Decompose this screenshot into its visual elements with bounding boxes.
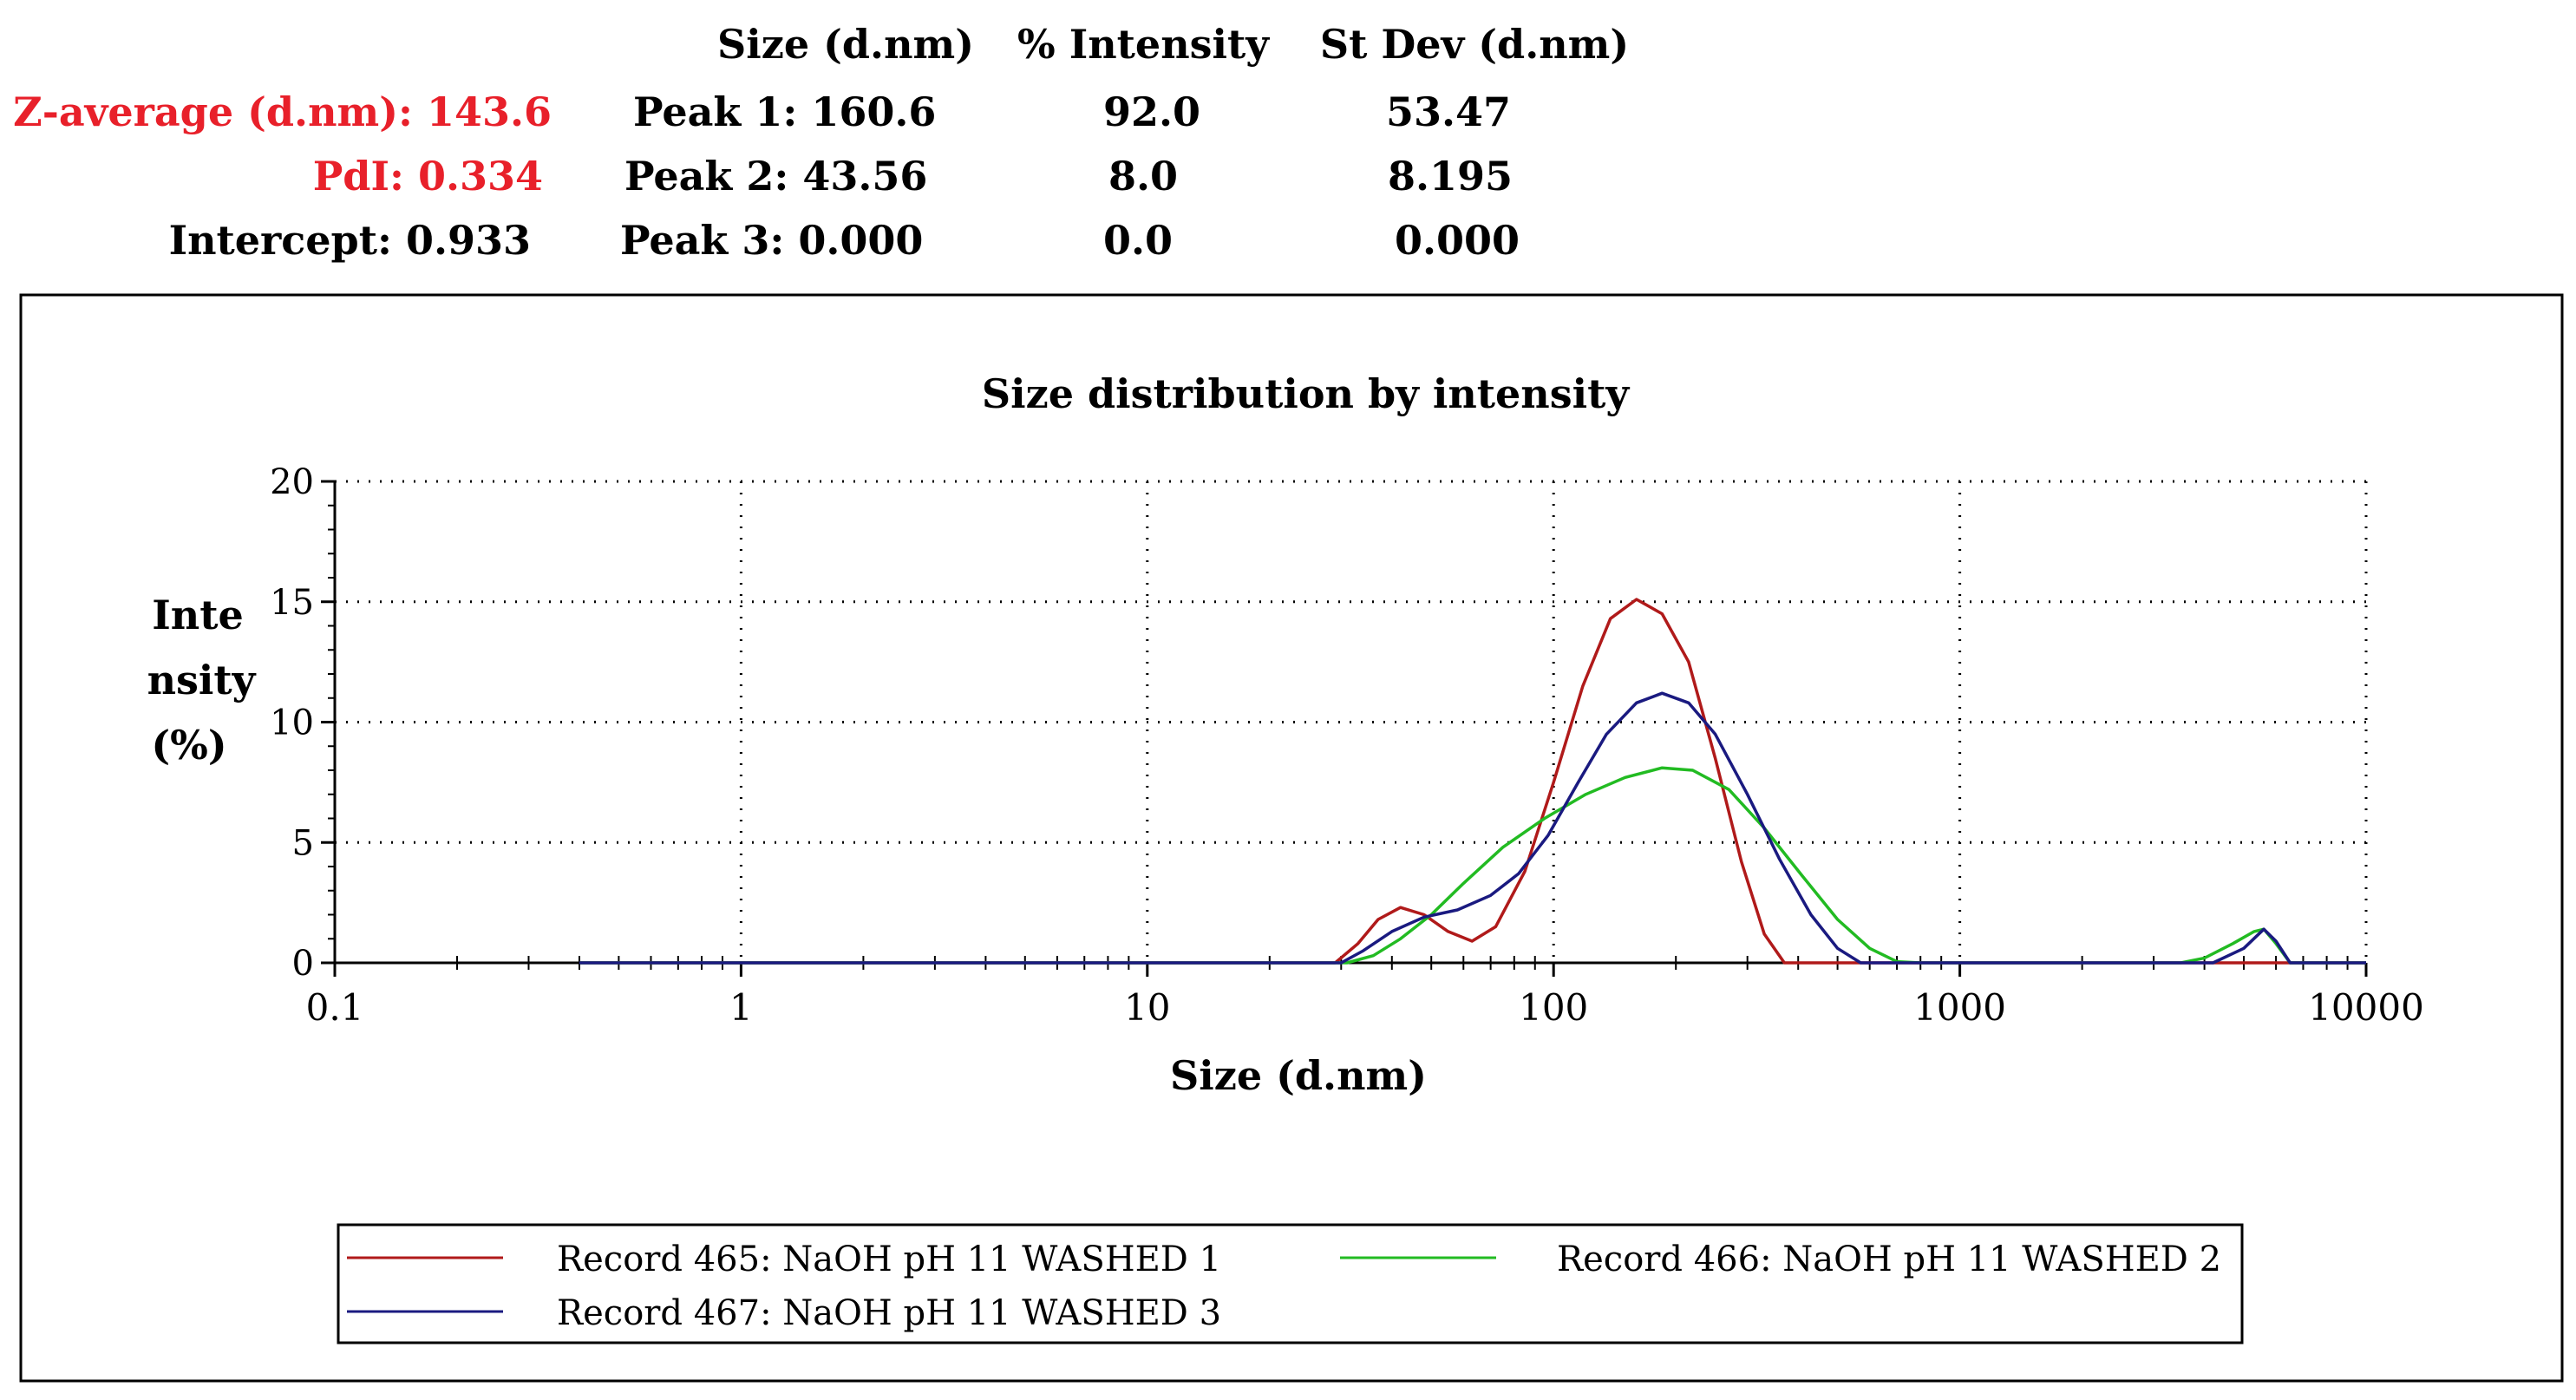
header-intensity: % Intensity xyxy=(1017,21,1269,68)
series-line-2 xyxy=(579,766,2366,965)
peak-2-label: Peak 2: 43.56 xyxy=(624,153,928,200)
y-tick-label: 20 xyxy=(270,462,314,502)
peak-3-label: Peak 3: 0.000 xyxy=(620,217,924,264)
series-line-1 xyxy=(579,598,2366,965)
x-tick-label: 1 xyxy=(729,986,753,1029)
x-tick-label: 10 xyxy=(1124,986,1170,1029)
legend-label-2: Record 466: NaOH pH 11 WASHED 2 xyxy=(1557,1240,2221,1279)
chart-title: Size distribution by intensity xyxy=(982,370,1630,417)
x-tick-label: 10000 xyxy=(2308,986,2424,1029)
x-tick-label: 0.1 xyxy=(306,986,364,1029)
y-tick-label: 10 xyxy=(270,703,314,743)
series-line-3 xyxy=(579,691,2366,965)
axes: 0 5 10 15 20 0.1 1 10 100 1000 10000 xyxy=(270,462,2424,1029)
legend-label-1: Record 465: NaOH pH 11 WASHED 1 xyxy=(557,1240,1221,1279)
x-axis-label: Size (d.nm) xyxy=(1170,1052,1427,1099)
x-tick-label: 100 xyxy=(1519,986,1588,1029)
legend-items: Record 465: NaOH pH 11 WASHED 1 Record 46… xyxy=(347,1240,2221,1333)
header-size: Size (d.nm) xyxy=(717,21,974,68)
y-tick-label: 0 xyxy=(292,944,314,984)
x-tick-label: 1000 xyxy=(1913,986,2006,1029)
legend xyxy=(337,1223,2244,1344)
y-tick-label: 15 xyxy=(270,583,314,623)
peak-2-intensity: 8.0 xyxy=(1108,153,1179,200)
y-axis-label-line-1: Inte xyxy=(152,592,243,638)
peak-1-intensity: 92.0 xyxy=(1102,88,1201,135)
pdi: PdI: 0.334 xyxy=(312,153,543,200)
y-tick-label: 5 xyxy=(292,823,314,863)
peak-3-stdev: 0.000 xyxy=(1394,217,1520,264)
peak-1-stdev: 53.47 xyxy=(1385,88,1512,135)
y-axis-label-line-2: nsity xyxy=(147,657,257,703)
legend-label-3: Record 467: NaOH pH 11 WASHED 3 xyxy=(557,1293,1221,1333)
intercept: Intercept: 0.933 xyxy=(168,217,531,264)
series xyxy=(579,598,2366,965)
peak-2-stdev: 8.195 xyxy=(1387,153,1514,200)
header-stdev: St Dev (d.nm) xyxy=(1319,21,1630,68)
peak-3-intensity: 0.0 xyxy=(1102,217,1174,264)
chart-border xyxy=(19,293,2564,1383)
grid xyxy=(335,480,2368,963)
y-axis-label-line-3: (%) xyxy=(151,722,226,769)
z-average: Z-average (d.nm): 143.6 xyxy=(13,88,552,135)
peak-1-label: Peak 1: 160.6 xyxy=(633,88,937,135)
